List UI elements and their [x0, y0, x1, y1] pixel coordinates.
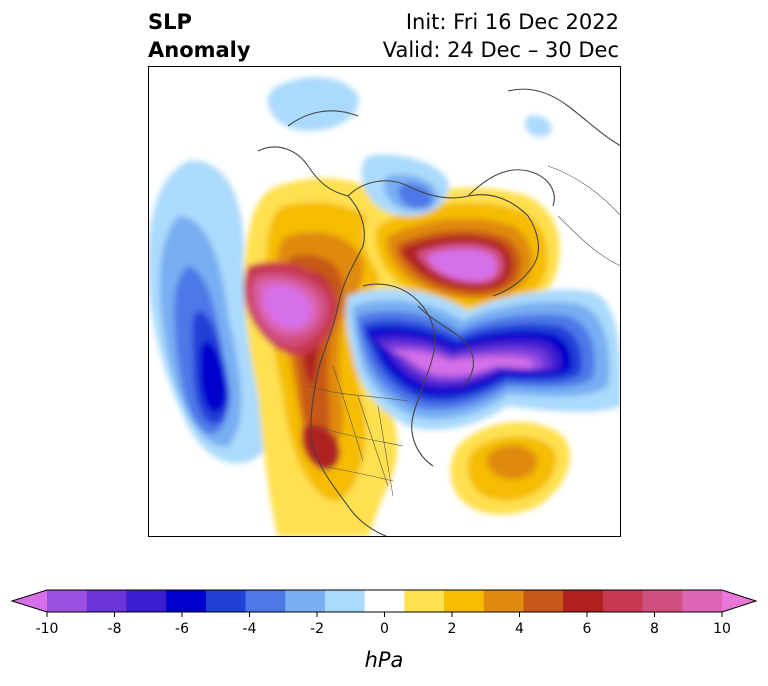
colorbar: -10 -8 -6 -4 -2 0 2 4 6 8 10 [10, 589, 758, 637]
colorbar-tick-label: 4 [515, 621, 524, 637]
colorbar-tick-label: -6 [175, 621, 189, 637]
title-slp: SLP [148, 10, 192, 34]
colorbar-tick-label: 0 [380, 621, 389, 637]
colorbar-ticks: -10 -8 -6 -4 -2 0 2 4 6 8 10 [36, 612, 731, 637]
colorbar-tick-label: 8 [650, 621, 659, 637]
colorbar-swatch [404, 590, 445, 612]
colorbar-swatch [523, 590, 564, 612]
colorbar-swatch [126, 590, 167, 612]
colorbar-swatch [205, 590, 247, 612]
colorbar-swatches [10, 589, 758, 613]
colorbar-swatch [166, 590, 207, 612]
anomaly-central-atlantic-high [450, 422, 570, 515]
anomaly-canada-atlantic-low [345, 288, 621, 430]
anomaly-greenland-arctic-high [363, 187, 560, 318]
colorbar-swatch [682, 590, 723, 612]
colorbar-swatch [483, 590, 524, 612]
colorbar-tick-label: -8 [108, 621, 122, 637]
colorbar-units: hPa [364, 648, 404, 672]
colorbar-tick-label: 6 [583, 621, 592, 637]
init-date: Init: Fri 16 Dec 2022 [405, 10, 619, 34]
colorbar-swatch [285, 590, 326, 612]
slp-anomaly-map [148, 66, 621, 537]
colorbar-swatch [86, 590, 127, 612]
colorbar-tick-label: 2 [448, 621, 457, 637]
colorbar-tick-label: -2 [310, 621, 324, 637]
colorbar-arrow-high [722, 590, 756, 612]
colorbar-tick-label: 10 [713, 621, 731, 637]
colorbar-swatch [245, 590, 286, 612]
valid-range: Valid: 24 Dec – 30 Dec [382, 38, 619, 62]
anomaly-north-pacific-low [148, 160, 271, 464]
colorbar-arrow-low [12, 590, 47, 612]
political-borders [307, 165, 621, 497]
colorbar-swatch [563, 590, 604, 612]
chart-title-left: SLP Anomaly [148, 8, 251, 64]
title-anomaly: Anomaly [148, 38, 251, 62]
anomaly-western-north-america-high [243, 178, 417, 537]
colorbar-tick-label: -4 [243, 621, 257, 637]
colorbar-swatch [324, 590, 366, 612]
chart-title-right: Init: Fri 16 Dec 2022 Valid: 24 Dec – 30… [383, 8, 619, 64]
colorbar-tick-label: -10 [36, 621, 59, 637]
colorbar-swatch [602, 590, 644, 612]
colorbar-swatch [444, 590, 485, 612]
anomaly-siberia-low [268, 77, 552, 216]
colorbar-swatch [47, 590, 88, 612]
colorbar-swatch [642, 590, 683, 612]
coastlines [257, 88, 621, 537]
colorbar-swatch [364, 590, 405, 612]
